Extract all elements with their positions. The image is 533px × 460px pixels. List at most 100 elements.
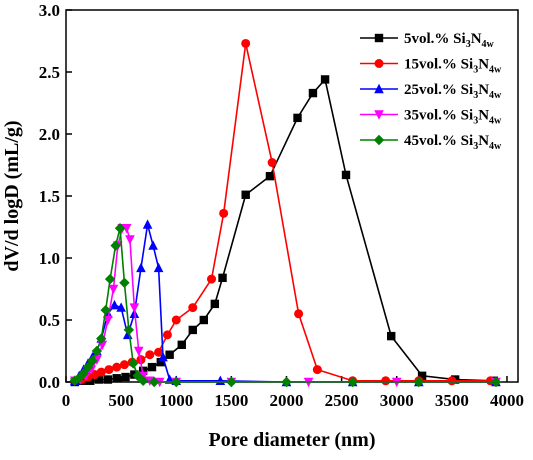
data-point bbox=[125, 235, 135, 245]
series-5 bbox=[69, 223, 502, 388]
data-point bbox=[210, 299, 220, 309]
legend-subscript: 3 bbox=[473, 65, 478, 76]
y-tick-label: 3.0 bbox=[39, 1, 60, 20]
data-point bbox=[413, 376, 424, 388]
legend-subscript: 3 bbox=[466, 39, 471, 50]
data-point bbox=[114, 223, 126, 234]
legend-item: 45vol.% Si3N4w bbox=[360, 133, 502, 152]
data-point bbox=[110, 240, 121, 251]
data-point bbox=[108, 284, 119, 295]
data-point bbox=[207, 274, 217, 284]
data-point bbox=[341, 170, 351, 180]
data-point bbox=[133, 346, 144, 357]
data-point bbox=[104, 365, 114, 375]
legend-marker bbox=[374, 110, 384, 120]
legend-subscript: 3 bbox=[473, 141, 478, 152]
x-tick-label: 1500 bbox=[214, 391, 248, 410]
legend-text-part: N bbox=[478, 108, 489, 124]
data-point bbox=[103, 375, 113, 384]
data-point bbox=[148, 240, 158, 250]
legend-subscript: 3 bbox=[473, 90, 478, 101]
data-point bbox=[96, 333, 107, 344]
y-tick-label: 0.0 bbox=[39, 373, 60, 392]
series-1 bbox=[70, 75, 498, 387]
legend-subscript: 3 bbox=[473, 116, 478, 127]
x-tick-label: 0 bbox=[62, 391, 71, 410]
data-point bbox=[417, 371, 427, 380]
legend-marker bbox=[374, 59, 384, 68]
legend-text-part: 15vol.% Si bbox=[404, 57, 473, 73]
legend-label: 5vol.% Si3N4w bbox=[404, 31, 495, 50]
data-point bbox=[226, 376, 237, 388]
data-point bbox=[142, 219, 153, 229]
data-point bbox=[267, 158, 277, 168]
data-point bbox=[100, 304, 111, 316]
data-point bbox=[447, 376, 457, 386]
data-point bbox=[112, 362, 122, 372]
data-point bbox=[109, 299, 120, 310]
data-point bbox=[112, 374, 121, 383]
data-point bbox=[87, 355, 98, 367]
data-point bbox=[158, 352, 168, 362]
data-point bbox=[490, 376, 502, 388]
legend-item: 5vol.% Si3N4w bbox=[360, 31, 495, 50]
data-point bbox=[138, 366, 148, 376]
data-point bbox=[129, 303, 140, 313]
data-point bbox=[132, 370, 143, 381]
series-2 bbox=[70, 38, 495, 386]
legend-label: 25vol.% Si3N4w bbox=[404, 82, 502, 101]
legend-subscript: 4w bbox=[489, 141, 502, 152]
axis-ticks: 0 500 1000 1500 2000 2500 3000 3500 4000 0.0 0.5 1.… bbox=[39, 1, 524, 410]
data-point bbox=[219, 208, 229, 218]
data-point bbox=[154, 347, 164, 357]
x-tick-label: 3000 bbox=[380, 391, 414, 410]
legend-label: 15vol.% Si3N4w bbox=[404, 57, 502, 76]
data-point bbox=[156, 357, 166, 367]
data-point bbox=[121, 372, 130, 382]
legend-text-part: 45vol.% Si bbox=[404, 133, 473, 149]
legend-text-part: 35vol.% Si bbox=[404, 108, 473, 124]
legend-item: 35vol.% Si3N4w bbox=[360, 108, 502, 127]
data-point bbox=[162, 330, 172, 340]
y-tick-label: 2.0 bbox=[39, 125, 60, 144]
data-point bbox=[128, 358, 139, 369]
x-tick-label: 3500 bbox=[435, 391, 469, 410]
legend-text-part: N bbox=[478, 82, 489, 98]
data-point bbox=[241, 190, 250, 199]
legend-subscript: 4w bbox=[489, 116, 502, 127]
legend-item: 25vol.% Si3N4w bbox=[360, 82, 502, 101]
legend-text-part: 25vol.% Si bbox=[404, 82, 473, 98]
data-point bbox=[188, 303, 198, 313]
legend-subscript: 4w bbox=[489, 90, 502, 101]
data-point bbox=[103, 315, 113, 326]
legend-text-part: N bbox=[478, 57, 489, 73]
legend-marker bbox=[374, 83, 384, 94]
legend-label: 35vol.% Si3N4w bbox=[404, 108, 502, 127]
data-point bbox=[265, 171, 275, 181]
data-point bbox=[294, 309, 304, 319]
data-point bbox=[293, 113, 302, 123]
y-tick-label: 2.5 bbox=[39, 63, 60, 82]
data-point bbox=[148, 376, 160, 388]
data-point bbox=[69, 375, 81, 386]
data-point bbox=[147, 362, 157, 372]
legend-label: 45vol.% Si3N4w bbox=[404, 133, 502, 152]
data-point bbox=[137, 375, 149, 386]
legend-text-part: N bbox=[471, 31, 482, 47]
data-point bbox=[281, 376, 292, 388]
data-point bbox=[96, 367, 106, 377]
data-point bbox=[123, 324, 135, 336]
data-point bbox=[177, 340, 186, 349]
x-axis-title: Pore diameter (nm) bbox=[209, 429, 376, 451]
y-tick-label: 0.5 bbox=[39, 311, 60, 330]
legend-text-part: N bbox=[478, 133, 489, 149]
legend-marker bbox=[373, 134, 385, 146]
data-point bbox=[320, 75, 330, 84]
data-point bbox=[218, 273, 227, 283]
legend-subscript: 4w bbox=[489, 65, 502, 76]
y-tick-label: 1.5 bbox=[39, 187, 60, 206]
data-point bbox=[116, 302, 126, 312]
data-point bbox=[188, 325, 197, 335]
data-point bbox=[94, 375, 104, 384]
